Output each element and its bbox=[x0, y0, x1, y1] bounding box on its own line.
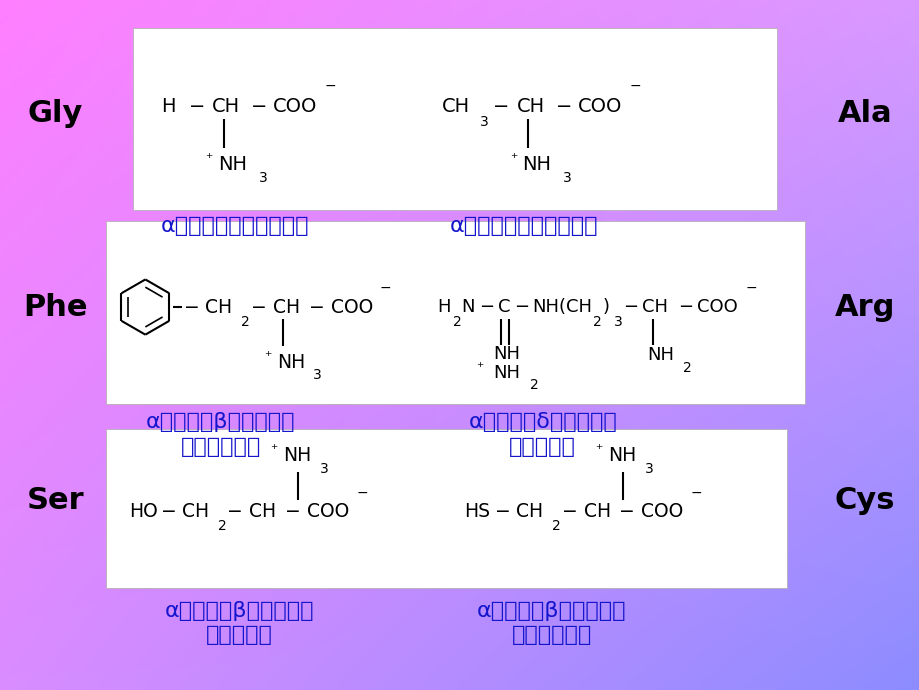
Text: C: C bbox=[497, 298, 510, 316]
Text: （丝氨酸）: （丝氨酸） bbox=[206, 626, 272, 645]
Text: Ala: Ala bbox=[836, 99, 891, 128]
Text: 3: 3 bbox=[258, 171, 267, 185]
Text: COO: COO bbox=[273, 97, 317, 117]
Text: −: − bbox=[514, 298, 528, 316]
Text: −: − bbox=[493, 97, 509, 117]
Text: （精氨酸）: （精氨酸） bbox=[509, 437, 575, 457]
Text: ⁺: ⁺ bbox=[509, 152, 516, 166]
Text: COO: COO bbox=[331, 297, 373, 317]
Text: −: − bbox=[161, 502, 176, 522]
Text: ⁺: ⁺ bbox=[476, 361, 483, 375]
Text: −: − bbox=[629, 79, 641, 93]
Text: −: − bbox=[251, 297, 267, 317]
Text: −: − bbox=[184, 297, 199, 317]
Text: α－氨基－β－苯基丙酸: α－氨基－β－苯基丙酸 bbox=[146, 413, 295, 432]
Text: −: − bbox=[309, 297, 324, 317]
Text: NH: NH bbox=[522, 155, 551, 174]
Text: H: H bbox=[437, 298, 450, 316]
Text: −: − bbox=[188, 97, 205, 117]
Text: COO: COO bbox=[697, 298, 737, 316]
Text: 2: 2 bbox=[241, 315, 250, 328]
Text: −: − bbox=[494, 502, 510, 522]
Text: −: − bbox=[690, 486, 702, 500]
Text: NH: NH bbox=[218, 155, 247, 174]
Text: −: − bbox=[324, 79, 336, 93]
Text: H: H bbox=[161, 97, 176, 117]
Text: ): ) bbox=[602, 298, 609, 316]
Text: 2: 2 bbox=[529, 378, 539, 392]
Text: HS: HS bbox=[464, 502, 490, 522]
Text: α－氨基－β－疆基丙酸: α－氨基－β－疆基丙酸 bbox=[477, 601, 626, 620]
Text: CH: CH bbox=[441, 97, 470, 117]
Text: NH: NH bbox=[493, 364, 519, 382]
Text: CH: CH bbox=[516, 502, 542, 522]
Text: 3: 3 bbox=[312, 368, 322, 382]
Text: −: − bbox=[562, 502, 577, 522]
FancyBboxPatch shape bbox=[106, 221, 804, 404]
Text: 2: 2 bbox=[682, 361, 691, 375]
Text: COO: COO bbox=[641, 502, 683, 522]
Text: α－氨基丙酸（丙氨酸）: α－氨基丙酸（丙氨酸） bbox=[449, 217, 598, 236]
Text: CH: CH bbox=[273, 297, 300, 317]
Text: COO: COO bbox=[577, 97, 621, 117]
FancyBboxPatch shape bbox=[106, 429, 786, 588]
Text: −: − bbox=[380, 281, 391, 295]
Text: COO: COO bbox=[307, 502, 349, 522]
Text: （半胱氨酸）: （半胱氨酸） bbox=[511, 626, 592, 645]
Text: −: − bbox=[227, 502, 243, 522]
Text: NH: NH bbox=[646, 346, 673, 364]
Text: Cys: Cys bbox=[834, 486, 894, 515]
Text: −: − bbox=[251, 97, 267, 117]
Text: α－氨基乙酸（甸氨酸）: α－氨基乙酸（甸氨酸） bbox=[160, 217, 309, 236]
Text: NH: NH bbox=[493, 345, 519, 363]
Text: −: − bbox=[622, 298, 637, 316]
Text: Ser: Ser bbox=[27, 486, 84, 515]
Text: α－氨基－δ－胍基戊酸: α－氨基－δ－胍基戊酸 bbox=[468, 413, 617, 432]
FancyBboxPatch shape bbox=[133, 28, 777, 210]
Text: 3: 3 bbox=[480, 115, 489, 129]
Text: 2: 2 bbox=[551, 520, 561, 533]
Text: −: − bbox=[555, 97, 572, 117]
Text: CH: CH bbox=[641, 298, 667, 316]
Text: 3: 3 bbox=[644, 462, 653, 476]
Text: ⁺: ⁺ bbox=[264, 350, 271, 364]
Text: ⁺: ⁺ bbox=[595, 443, 602, 457]
Text: Arg: Arg bbox=[834, 293, 894, 322]
Text: 2: 2 bbox=[452, 315, 461, 329]
Text: CH: CH bbox=[182, 502, 209, 522]
Text: CH: CH bbox=[211, 97, 240, 117]
Text: −: − bbox=[285, 502, 301, 522]
Text: 3: 3 bbox=[320, 462, 329, 476]
Text: ⁺: ⁺ bbox=[270, 443, 278, 457]
Text: NH(CH: NH(CH bbox=[532, 298, 592, 316]
Text: −: − bbox=[744, 281, 756, 295]
Text: Gly: Gly bbox=[28, 99, 83, 128]
Text: −: − bbox=[479, 298, 494, 316]
Text: NH: NH bbox=[283, 446, 312, 465]
Text: −: − bbox=[677, 298, 692, 316]
Text: 3: 3 bbox=[562, 171, 572, 185]
Text: −: − bbox=[357, 486, 369, 500]
Text: −: − bbox=[618, 502, 634, 522]
Text: 2: 2 bbox=[218, 520, 227, 533]
Text: NH: NH bbox=[607, 446, 636, 465]
Text: CH: CH bbox=[584, 502, 610, 522]
Text: 3: 3 bbox=[613, 315, 622, 328]
Text: CH: CH bbox=[516, 97, 545, 117]
Text: Phe: Phe bbox=[23, 293, 87, 322]
Text: NH: NH bbox=[277, 353, 305, 372]
Text: ⁺: ⁺ bbox=[205, 152, 212, 166]
Text: N: N bbox=[460, 298, 474, 316]
Text: α－氨基－β－羟基丙酸: α－氨基－β－羟基丙酸 bbox=[165, 601, 313, 620]
Text: HO: HO bbox=[129, 502, 157, 522]
Text: 2: 2 bbox=[593, 315, 602, 328]
Text: CH: CH bbox=[205, 297, 232, 317]
Text: CH: CH bbox=[249, 502, 276, 522]
Text: （苯丙氨酸）: （苯丙氨酸） bbox=[180, 437, 261, 457]
